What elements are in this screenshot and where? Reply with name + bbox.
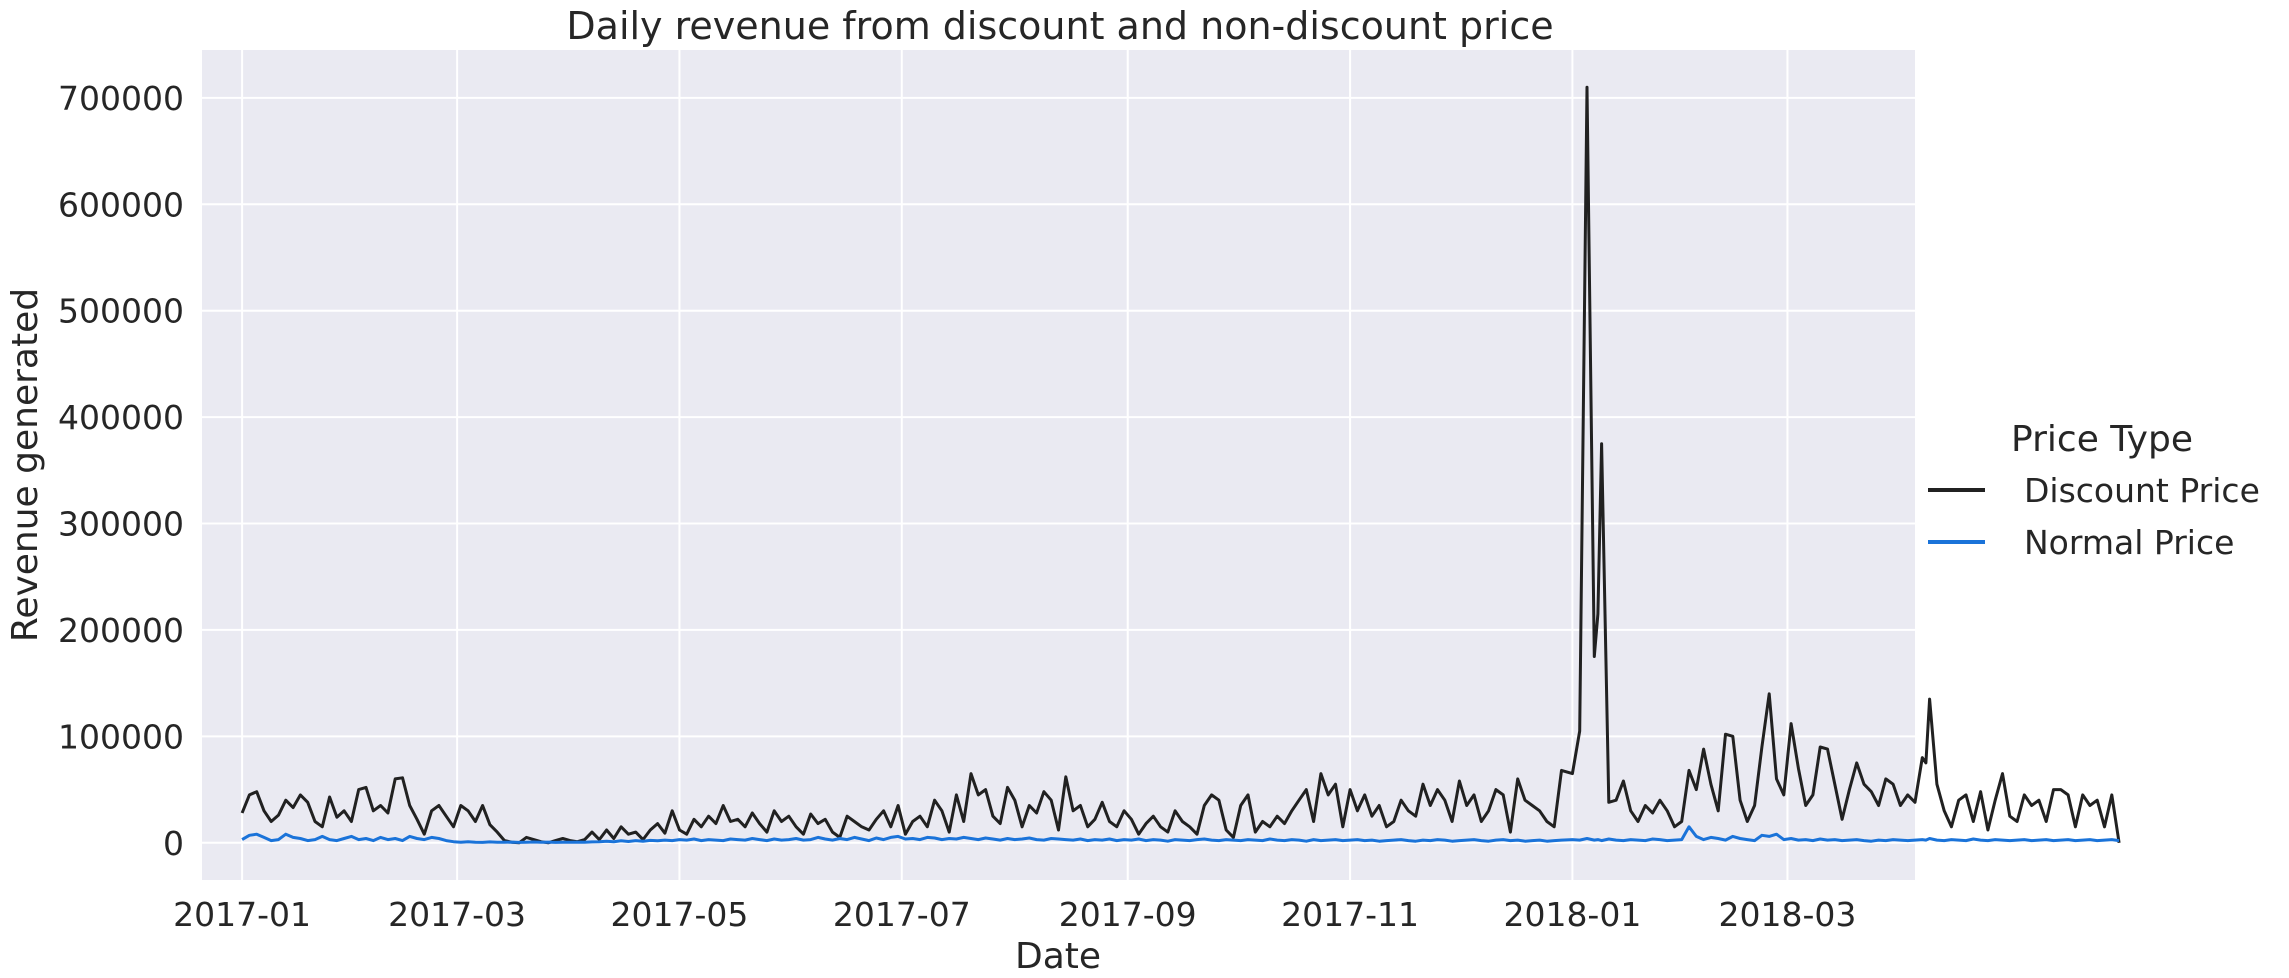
y-tick-labels: 0 100000 200000 300000 400000 500000 600000 700…	[58, 79, 184, 863]
x-tick-labels: 2017-01 2017-03 2017-05 2017-07 2017-09 2017-…	[173, 895, 1856, 934]
legend-title: Price Type	[2011, 419, 2193, 460]
series-layer	[240, 85, 2121, 845]
y-tick-label: 200000	[58, 611, 184, 650]
legend: Price Type Discount Price Normal Price	[1928, 419, 2260, 562]
x-tick-label: 2017-07	[833, 895, 971, 934]
y-axis-label: Revenue generated	[5, 288, 46, 642]
legend-items: Discount Price Normal Price	[1928, 471, 2260, 562]
series-line-discount-price	[240, 85, 2121, 845]
x-tick-label: 2017-03	[388, 895, 526, 934]
plot-area	[202, 50, 1915, 880]
y-tick-label: 300000	[58, 505, 184, 544]
y-tick-label: 500000	[58, 292, 184, 331]
chart-title: Daily revenue from discount and non-disc…	[566, 4, 1553, 48]
x-tick-label: 2017-11	[1281, 895, 1419, 934]
x-tick-label: 2018-03	[1718, 895, 1856, 934]
x-tick-label: 2017-09	[1059, 895, 1197, 934]
y-tick-label: 700000	[58, 79, 184, 118]
legend-label-discount-price: Discount Price	[2024, 471, 2260, 510]
x-gridlines	[241, 50, 1789, 880]
x-tick-label: 2017-01	[173, 895, 311, 934]
y-tick-label: 400000	[58, 398, 184, 437]
y-tick-label: 100000	[58, 717, 184, 756]
x-axis-label: Date	[1015, 936, 1101, 977]
x-tick-label: 2018-01	[1503, 895, 1641, 934]
series-line-normal-price	[241, 825, 2120, 844]
y-gridlines	[202, 96, 1915, 844]
y-tick-label: 600000	[58, 185, 184, 224]
x-tick-label: 2017-05	[611, 895, 749, 934]
y-tick-label: 0	[163, 824, 184, 863]
legend-label-normal-price: Normal Price	[2024, 523, 2234, 562]
